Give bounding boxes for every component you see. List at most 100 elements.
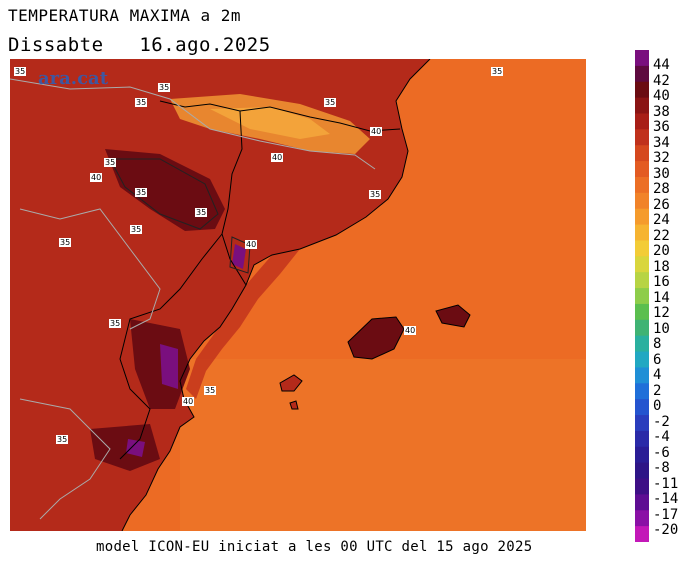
island-menorca (435, 304, 471, 328)
colorbar-tick-label: 26 (653, 196, 670, 213)
colorbar-tick-label: 22 (653, 227, 670, 244)
colorbar-swatch (635, 240, 649, 257)
contour-label-bg (130, 225, 142, 234)
contour-label-bg (59, 238, 71, 247)
contour-label: 35 (136, 98, 146, 107)
contour-label-bg (404, 326, 416, 335)
colorbar-tick-label: 8 (653, 336, 662, 352)
contour-label-bg (271, 153, 283, 162)
colorbar-tick-label: -8 (653, 460, 670, 476)
colorbar-tick-label: 42 (653, 72, 670, 89)
contour-label-bg (90, 173, 102, 182)
colorbar-swatch (635, 303, 649, 321)
contour-label-bg (56, 435, 68, 444)
isotherm-35-south (19, 398, 111, 520)
forecast-day: Dissabte (8, 34, 104, 56)
contour-label: 40 (272, 153, 282, 162)
colorbar-swatch (635, 430, 649, 448)
contour-label-bg (370, 127, 382, 136)
colorbar-tick-label: -6 (653, 444, 670, 461)
colorbar-swatch (635, 335, 649, 353)
contour-label-bg (491, 67, 503, 76)
colorbar-swatch (635, 113, 649, 130)
temperature-map: 35 35 35 35 35 40 35 40 40 35 35 35 40 35 35 35 40 35 40 35 (10, 59, 586, 531)
contour-label: 35 (205, 386, 215, 395)
colorbar-tick-label: 44 (653, 57, 670, 73)
contour-label-bg (135, 188, 147, 197)
border-france (159, 100, 401, 132)
contour-label-bg (109, 319, 121, 328)
contour-label-bg (204, 386, 216, 395)
hot-region-murcia (90, 424, 160, 471)
colorbar-tick-label: 16 (653, 274, 670, 290)
contour-label: 35 (105, 158, 115, 167)
colorbar-swatch (635, 224, 649, 241)
colorbar-tick-label: 32 (653, 150, 670, 166)
colorbar-swatch (635, 50, 649, 67)
colorbar-swatch (635, 415, 649, 432)
contour-label: 35 (370, 190, 380, 199)
colorbar-tick-label: 10 (653, 320, 670, 337)
extreme-region-3 (126, 439, 145, 457)
colorbar-swatch (635, 367, 649, 384)
colorbar-swatch (635, 446, 649, 464)
colorbar-tick-label: 12 (653, 305, 670, 321)
colorbar-swatch (635, 256, 649, 273)
forecast-date: Dissabte 16.ago.2025 (8, 34, 271, 56)
colorbar-tick-label: 40 (653, 88, 670, 104)
contour-label: 35 (110, 319, 120, 328)
contour-label: 35 (492, 67, 502, 76)
colorbar-swatch (635, 478, 649, 495)
contour-label: 40 (405, 326, 415, 335)
colorbar-tick-label: 18 (653, 258, 670, 275)
colorbar-swatch (635, 526, 649, 542)
contour-label-bg (369, 190, 381, 199)
contour-label-bg (324, 98, 336, 107)
colorbar-swatch (635, 176, 649, 194)
colorbar-swatch (635, 192, 649, 210)
contour-label-bg (195, 208, 207, 217)
contour-label-group: 35 35 35 35 35 40 35 40 40 35 35 35 40 35 35 35 40 35 40 35 (14, 67, 503, 444)
colorbar-swatch (635, 351, 649, 368)
colorbar-swatch (635, 494, 649, 511)
contour-label-bg (104, 158, 116, 167)
model-info: model ICON-EU iniciat a les 00 UTC del 1… (96, 539, 533, 555)
contour-label-bg (158, 83, 170, 92)
colorbar-tick-label: 0 (653, 398, 662, 414)
sea-warm-band (180, 359, 586, 531)
ara-cat-logo: ara.cat (38, 68, 109, 89)
contour-label-bg (135, 98, 147, 107)
contour-label-bg (14, 67, 26, 76)
colorbar-tick-label: -2 (653, 413, 670, 430)
coastline (121, 59, 431, 531)
colorbar-tick-label: 30 (653, 165, 670, 182)
colorbar-tick-label: 14 (653, 289, 670, 306)
contour-label: 35 (196, 208, 206, 217)
border-valencia (119, 233, 223, 460)
colorbar-swatch (635, 97, 649, 114)
contour-label: 40 (246, 240, 256, 249)
colorbar-tick-label: -14 (653, 491, 679, 507)
colorbar-swatch (635, 319, 649, 337)
colorbar-tick-label: 28 (653, 181, 670, 197)
chart-title: TEMPERATURA MAXIMA a 2m (8, 6, 242, 25)
contour-label-bg (182, 397, 194, 406)
coastal-strip (186, 249, 300, 399)
contour-label: 35 (57, 435, 67, 444)
contour-label: 40 (371, 127, 381, 136)
colorbar-tick-label: 2 (653, 382, 662, 399)
contour-label: 40 (183, 397, 193, 406)
land-area (10, 59, 430, 531)
contour-label: 40 (91, 173, 101, 182)
border-catalonia (221, 110, 247, 286)
colorbar-swatch (635, 81, 649, 99)
contour-label: 35 (136, 188, 146, 197)
contour-label: 35 (131, 225, 141, 234)
colorbar-tick-label: 6 (653, 351, 662, 368)
island-mallorca (347, 316, 405, 360)
contour-label: 35 (60, 238, 70, 247)
contour-label: 35 (15, 67, 25, 76)
island-ibiza (279, 374, 303, 392)
colorbar-swatch (635, 399, 649, 416)
colorbar-tick-label: -4 (653, 429, 670, 445)
